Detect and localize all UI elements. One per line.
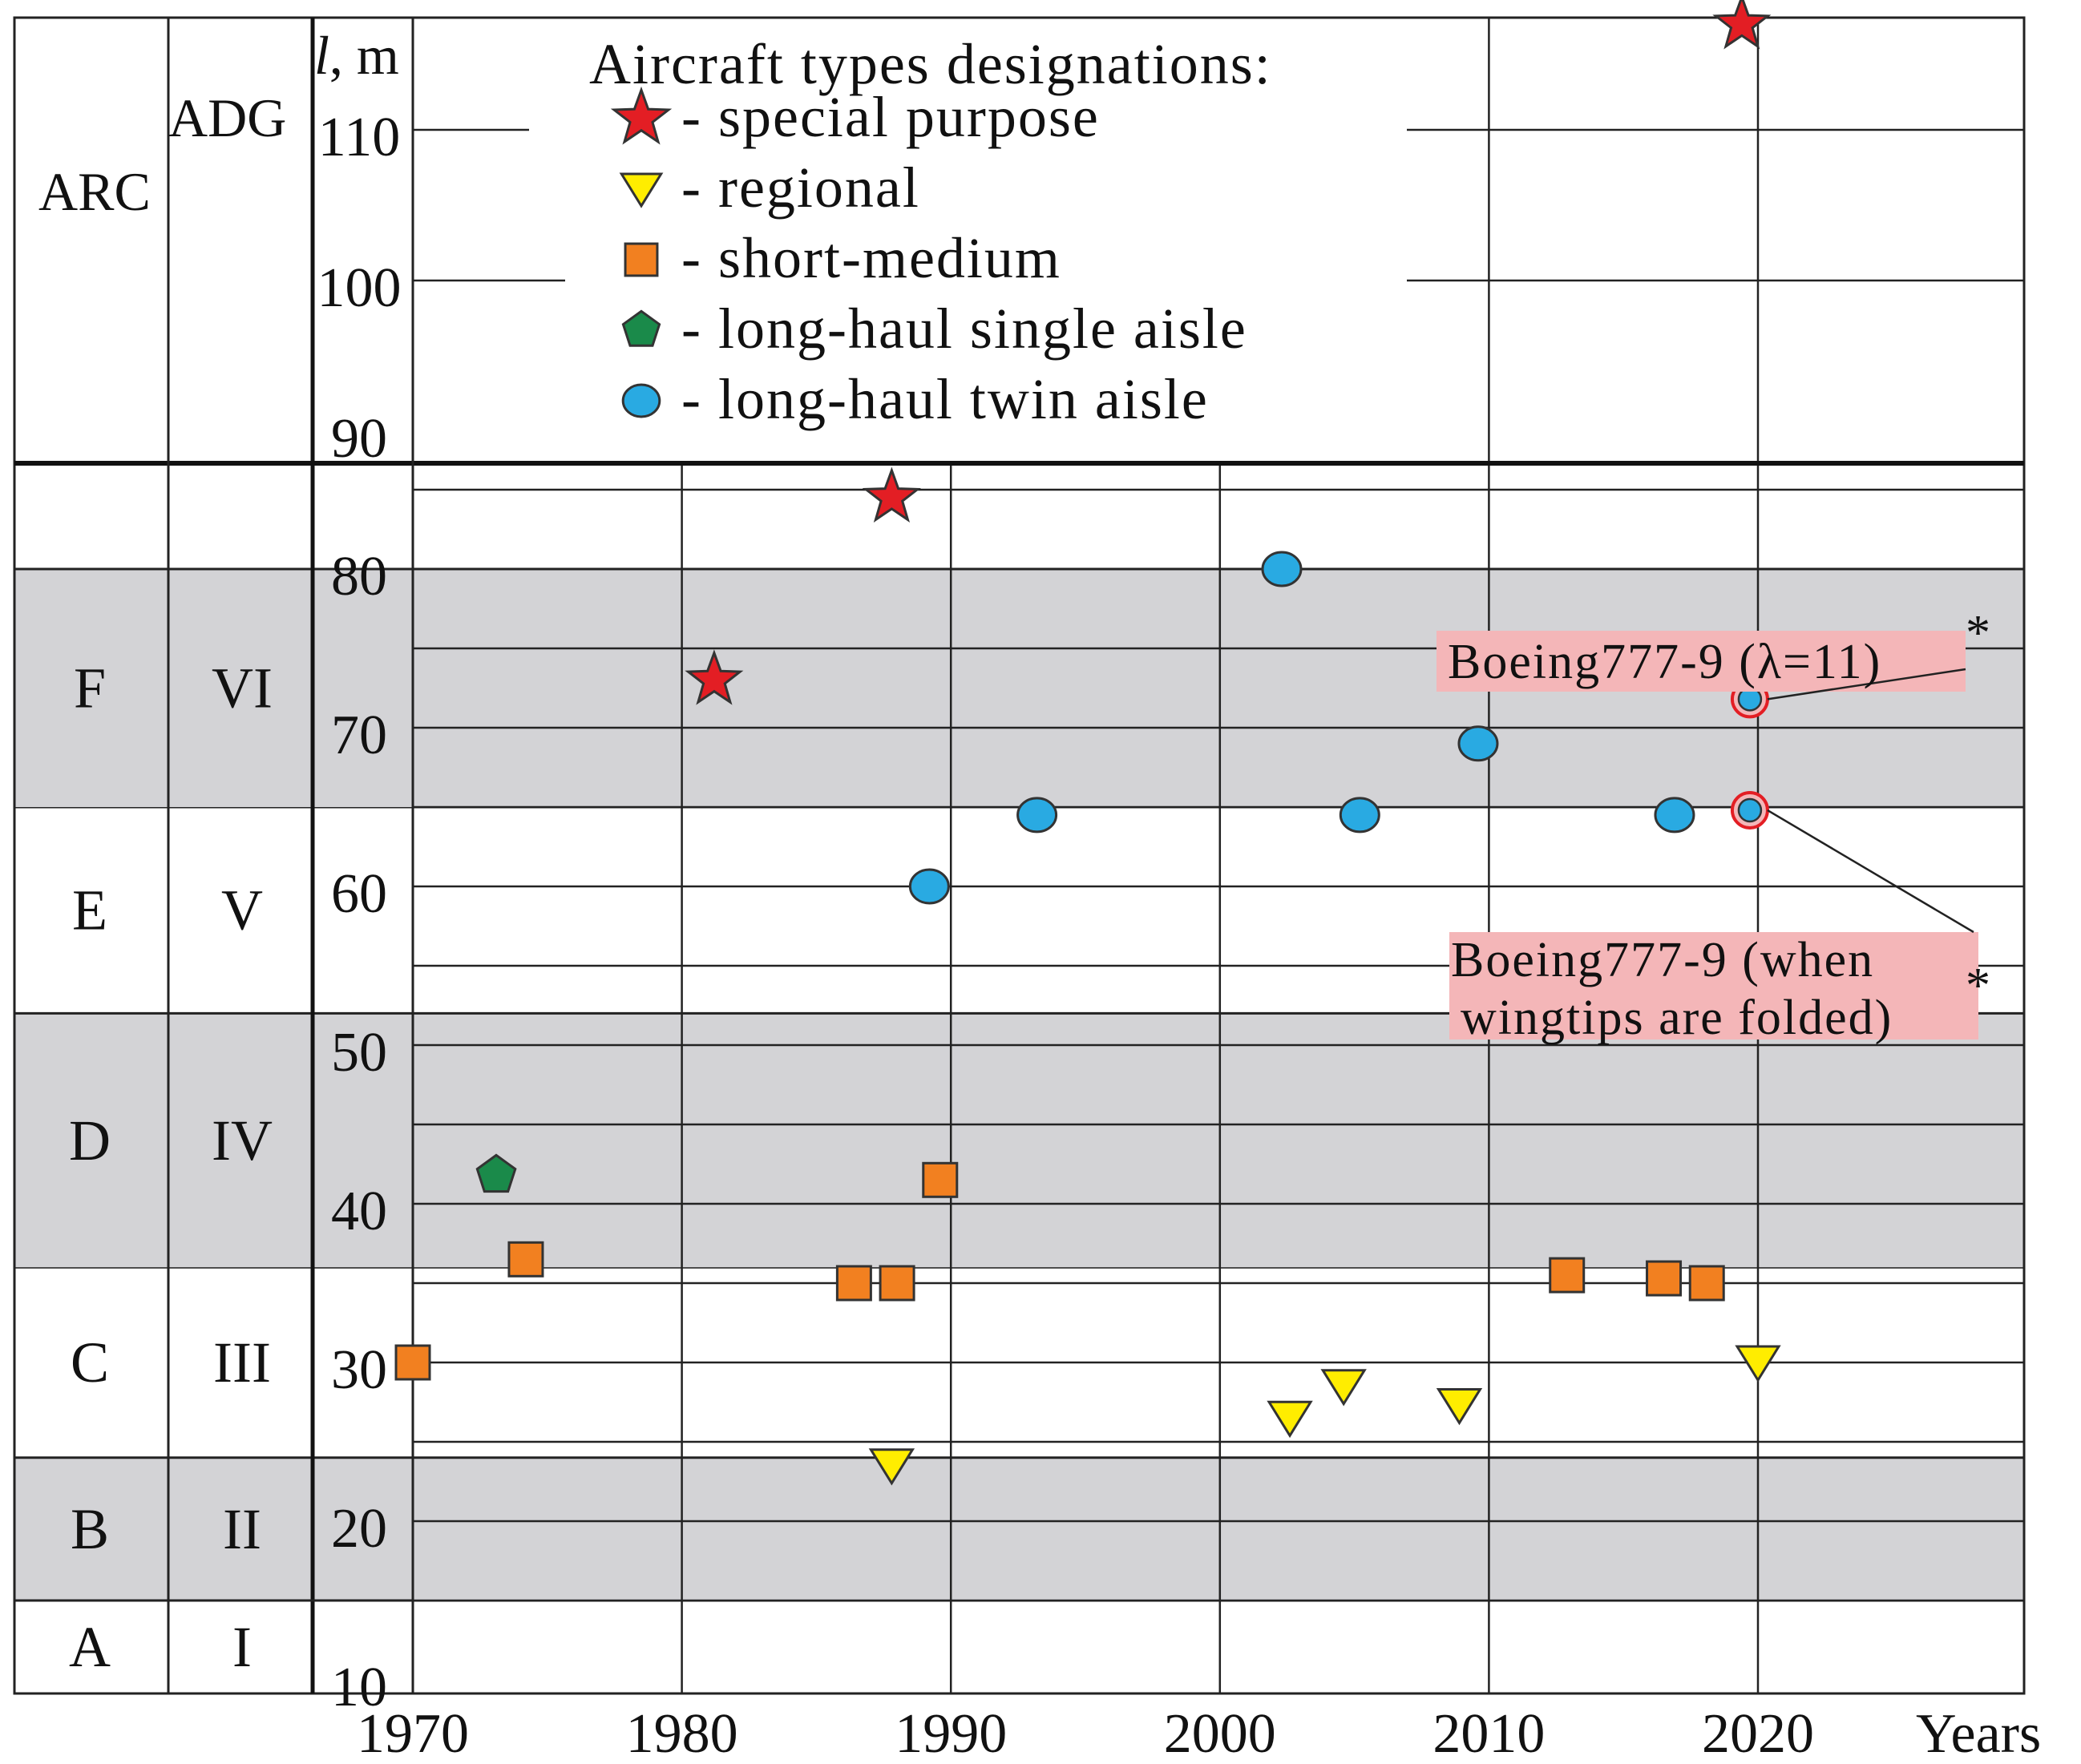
zone-arc-label: F — [74, 656, 106, 721]
zone-arc-label: E — [72, 878, 107, 943]
point-circle-highlight — [1737, 797, 1763, 823]
point-star — [685, 649, 744, 705]
legend-marker-triangle-down — [619, 172, 664, 208]
point-circle — [1457, 725, 1499, 762]
zone-arc-label: C — [71, 1330, 109, 1395]
adg-header: ADG — [168, 87, 286, 148]
annotation-leader — [1767, 668, 1966, 700]
x-tick-label: 1990 — [895, 1703, 1007, 1764]
zone-adg-label: II — [223, 1497, 261, 1561]
point-square — [879, 1265, 915, 1302]
annotation-label: Boeing777-9 (when — [1451, 933, 1874, 987]
legend-marker-pentagon — [621, 309, 661, 347]
point-circle — [1016, 797, 1058, 834]
point-circle — [1654, 797, 1695, 834]
y-tick-label: 10 — [331, 1657, 387, 1718]
point-square — [1646, 1260, 1683, 1297]
annotation-box — [1436, 631, 1966, 692]
point-square — [1549, 1257, 1586, 1294]
point-triangle-down — [868, 1448, 915, 1486]
point-triangle-down — [1320, 1369, 1367, 1407]
zone-arc-label: A — [69, 1615, 111, 1679]
x-tick-label: 1970 — [357, 1703, 469, 1764]
annotation-label: Boeing777-9 (λ=11) — [1448, 635, 1881, 689]
y-axis-label: l, m — [314, 25, 399, 86]
y-tick-label: 20 — [331, 1498, 387, 1560]
zone-adg-label: IV — [212, 1108, 273, 1173]
point-circle — [908, 868, 950, 905]
point-triangle-down — [1735, 1345, 1781, 1383]
legend-label-circle: - long-haul twin aisle — [681, 367, 1209, 431]
zone-arc-label: B — [71, 1497, 109, 1561]
point-square — [394, 1344, 431, 1381]
y-tick-label: 70 — [331, 704, 387, 766]
point-circle — [1339, 797, 1380, 834]
y-tick-label: 30 — [331, 1339, 387, 1401]
legend-marker-circle — [621, 383, 661, 418]
x-tick-label: 1980 — [626, 1703, 738, 1764]
annotation-leader — [1767, 809, 1974, 934]
annotation-box — [1449, 932, 1978, 1039]
legend-label-square: - short-medium — [681, 226, 1061, 290]
zone-adg-label: I — [232, 1615, 252, 1679]
point-star — [862, 466, 921, 523]
x-tick-label: 2020 — [1702, 1703, 1814, 1764]
y-tick-label: 100 — [317, 257, 402, 319]
point-circle — [1261, 551, 1303, 587]
arc-header: ARC — [38, 161, 151, 222]
zone-adg-label: V — [221, 878, 263, 943]
legend-label-triangle-down: - regional — [681, 155, 920, 220]
y-tick-label: 110 — [318, 107, 400, 168]
chart-frame — [13, 16, 2026, 1695]
x-tick-label: 2010 — [1432, 1703, 1545, 1764]
y-tick-label: 60 — [331, 863, 387, 925]
point-star — [1712, 0, 1772, 50]
annotation-asterisk: * — [1966, 959, 1992, 1013]
legend-label-star: - special purpose — [681, 85, 1100, 149]
zone-arc-label: D — [69, 1108, 111, 1173]
y-tick-label: 80 — [331, 546, 387, 608]
zone-band-d — [14, 1013, 2024, 1268]
x-axis-label: Years — [1916, 1703, 2041, 1764]
point-square — [507, 1241, 544, 1278]
zone-adg-label: VI — [212, 656, 273, 721]
point-triangle-down — [1436, 1387, 1483, 1426]
point-square — [922, 1161, 959, 1198]
x-tick-label: 2000 — [1164, 1703, 1276, 1764]
legend-title: Aircraft types designations: — [589, 32, 1272, 96]
zone-band-b — [14, 1457, 2024, 1601]
zone-adg-label: III — [213, 1330, 271, 1395]
point-pentagon — [475, 1153, 517, 1193]
y-tick-label: 50 — [331, 1022, 387, 1084]
point-square — [835, 1265, 872, 1302]
y-tick-label: 90 — [331, 408, 387, 470]
annotation-label: wingtips are folded) — [1461, 991, 1893, 1045]
point-triangle-down — [1267, 1400, 1313, 1439]
point-square — [1688, 1265, 1725, 1302]
annotation-asterisk: * — [1966, 606, 1992, 660]
legend-marker-star — [610, 86, 673, 145]
y-tick-label: 40 — [331, 1181, 387, 1242]
legend-marker-square — [624, 242, 659, 277]
legend-label-pentagon: - long-haul single aisle — [681, 297, 1247, 361]
